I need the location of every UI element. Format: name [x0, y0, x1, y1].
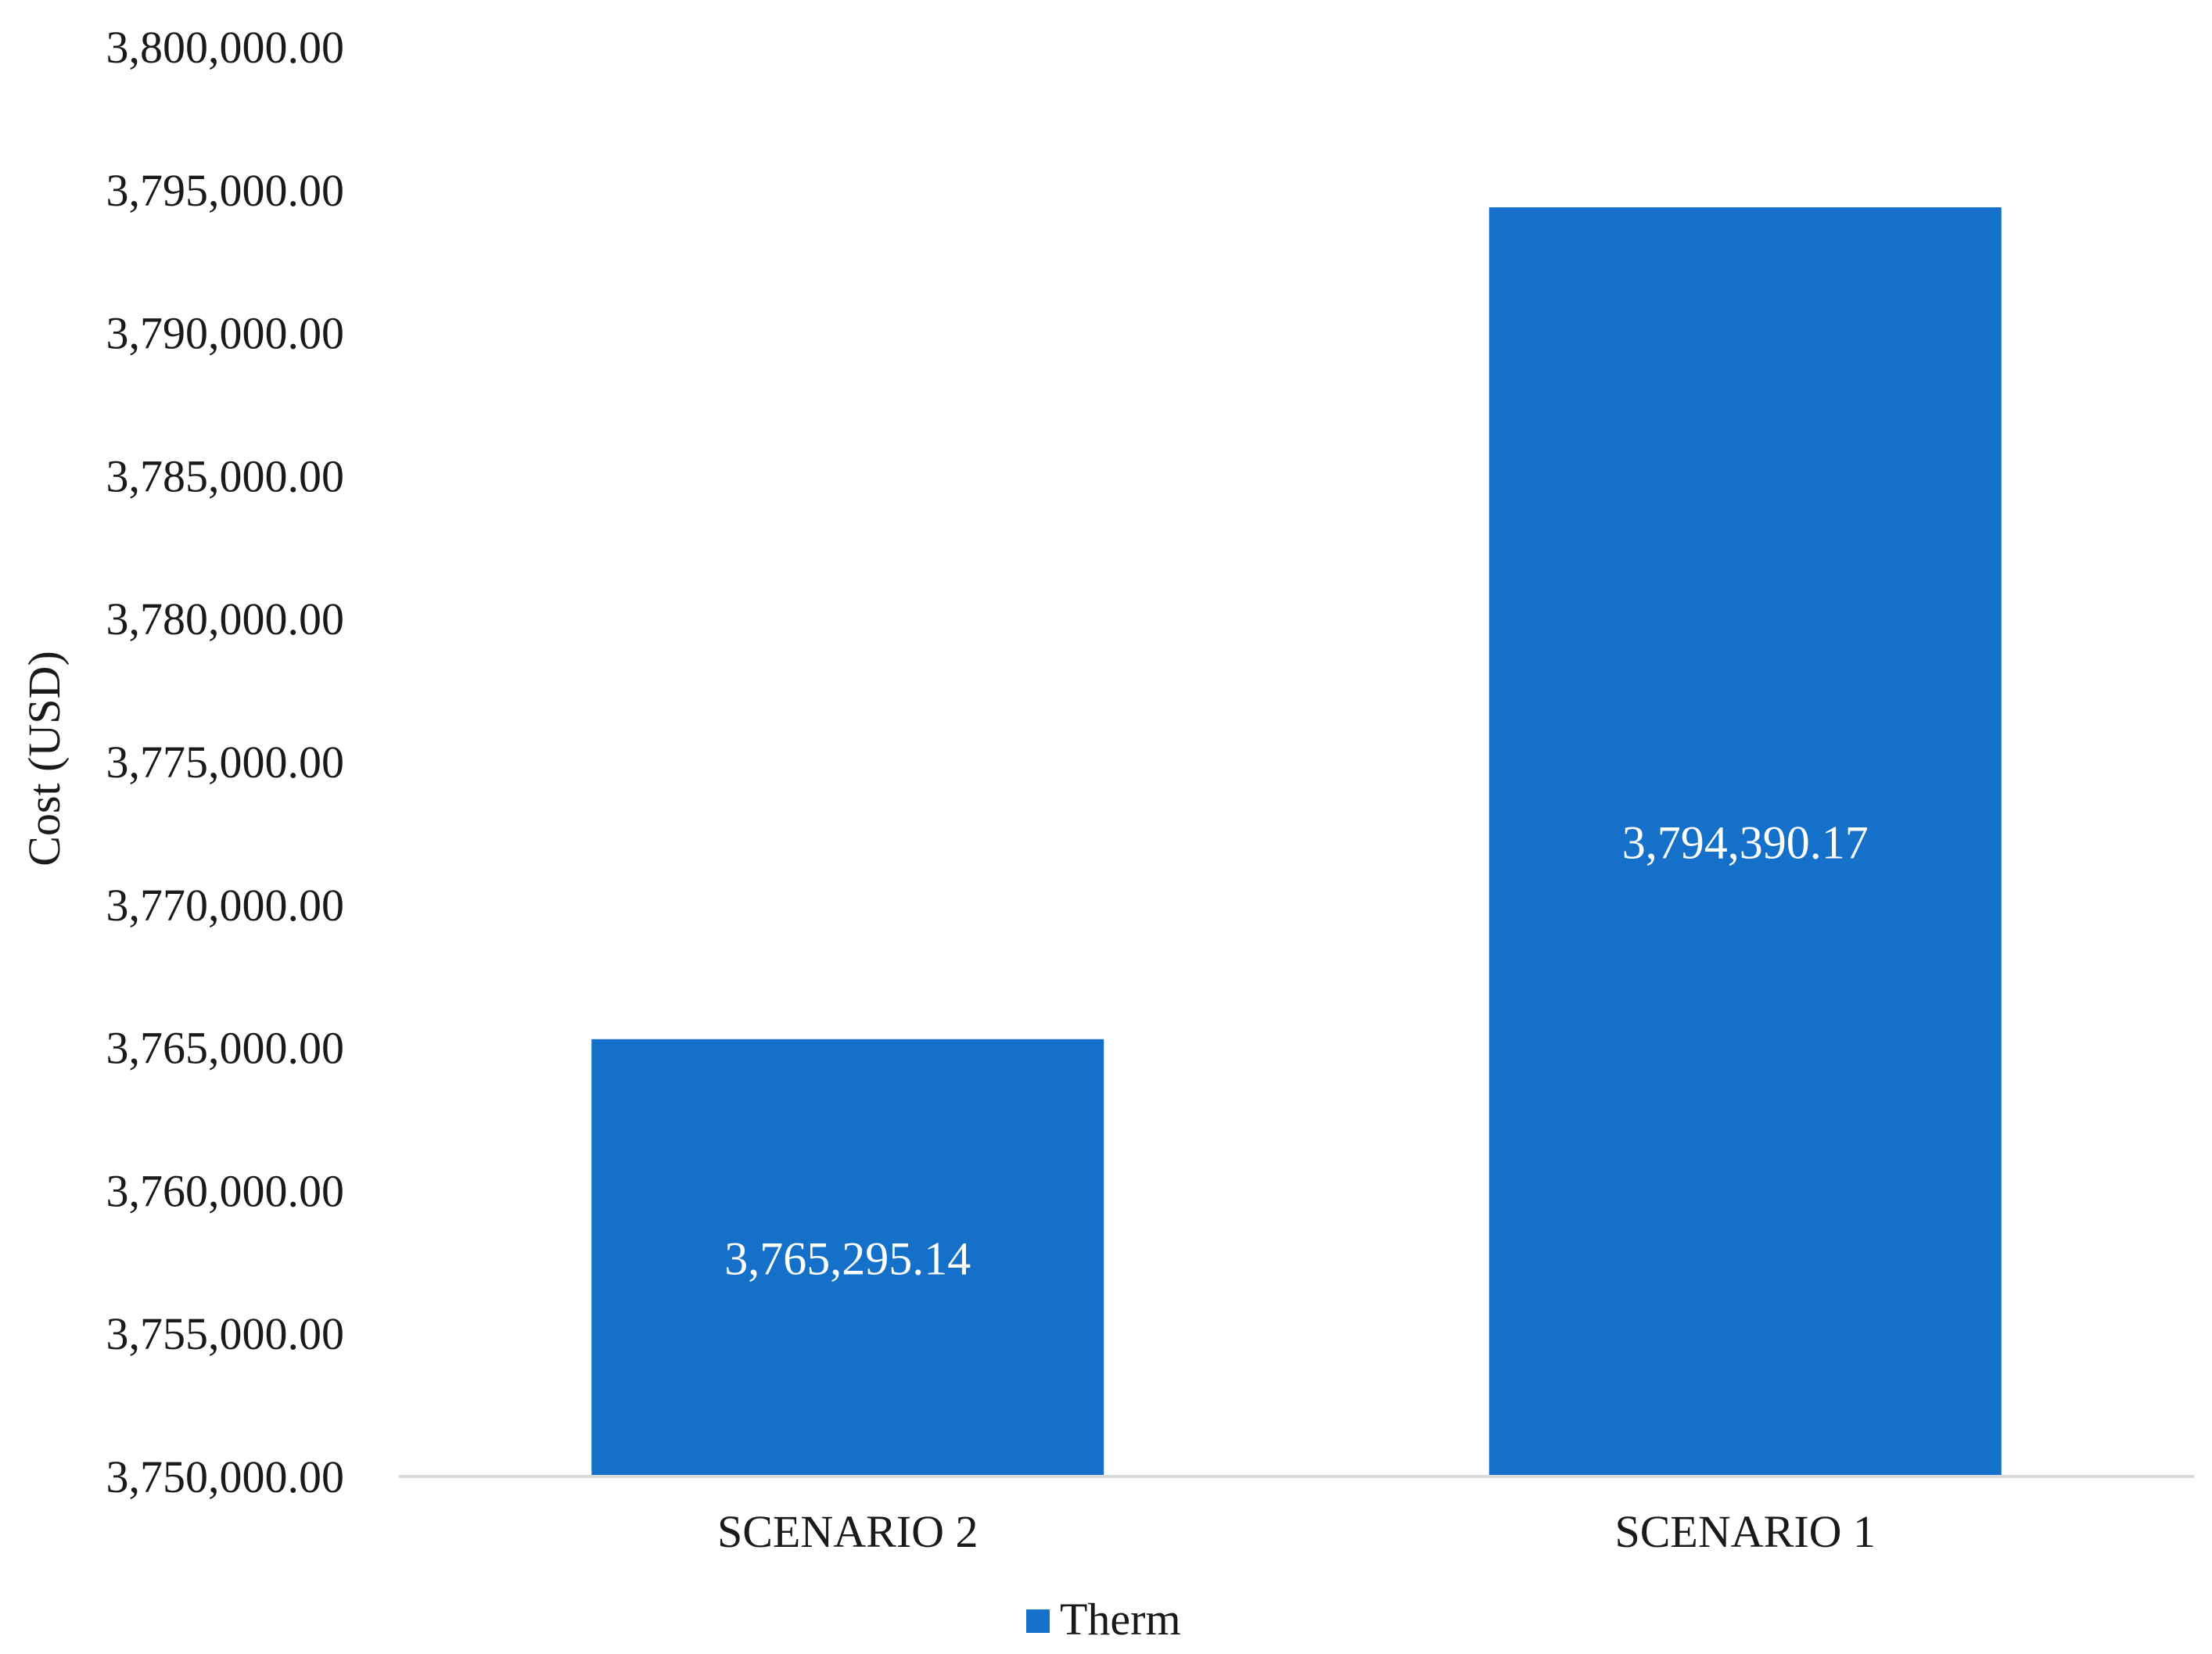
y-tick-label: 3,760,000.00	[106, 1165, 345, 1216]
y-tick-label: 3,790,000.00	[106, 308, 345, 359]
y-tick-label: 3,795,000.00	[106, 165, 345, 216]
y-tick-label: 3,785,000.00	[106, 450, 345, 501]
y-axis-tick-labels: 3,750,000.00 3,755,000.00 3,760,000.00 3,76…	[106, 22, 345, 1502]
data-labels: 3,765,295.14 3,794,390.17	[724, 817, 1869, 1285]
bar-data-label: 3,794,390.17	[1622, 817, 1869, 869]
y-tick-label: 3,770,000.00	[106, 880, 345, 931]
x-axis-category-labels: SCENARIO 2 SCENARIO 1	[717, 1506, 1876, 1557]
y-tick-label: 3,800,000.00	[106, 22, 345, 73]
bar-series	[591, 207, 2002, 1476]
y-tick-label: 3,765,000.00	[106, 1023, 345, 1074]
bar	[591, 1039, 1104, 1476]
legend-label: Therm	[1060, 1594, 1181, 1645]
y-tick-label: 3,780,000.00	[106, 594, 345, 644]
legend: Therm	[1026, 1594, 1181, 1645]
y-tick-label: 3,750,000.00	[106, 1451, 345, 1502]
x-category-label: SCENARIO 2	[717, 1506, 979, 1557]
y-tick-label: 3,755,000.00	[106, 1308, 345, 1359]
y-tick-label: 3,775,000.00	[106, 737, 345, 788]
bar-data-label: 3,765,295.14	[724, 1232, 971, 1284]
x-category-label: SCENARIO 1	[1614, 1506, 1876, 1557]
y-axis-title: Cost (USD)	[19, 651, 70, 866]
bar	[1488, 207, 2002, 1476]
legend-swatch	[1026, 1609, 1050, 1633]
